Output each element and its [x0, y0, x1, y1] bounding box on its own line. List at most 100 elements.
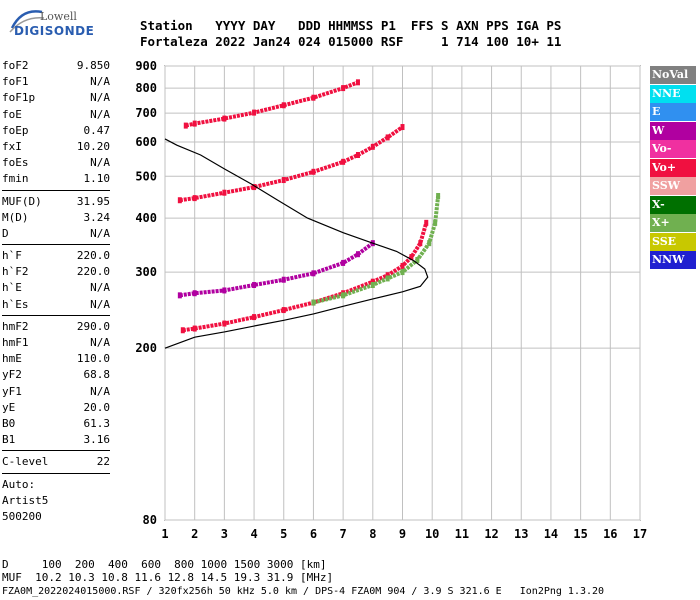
echo-point	[222, 115, 227, 122]
legend-item: W	[650, 121, 696, 140]
logo-text-digisonde: DIGISONDE	[14, 24, 95, 38]
parameter-panel: foF2 9.850 foF1 N/A foF1p N/A foE N/A foEp 0.47 fx…	[2, 58, 110, 525]
legend: NoVal NNE E W Vo- Vo+ SSW X- X+ SSE NNW	[650, 66, 696, 270]
param-label: foE	[2, 107, 22, 121]
x-tick-label: 13	[514, 527, 528, 541]
echo-point	[355, 151, 360, 158]
echo-point	[177, 292, 182, 299]
x-tick-label: 16	[603, 527, 617, 541]
param-label: D	[2, 226, 9, 240]
auto-scaling-line: Artist5	[2, 493, 49, 507]
echo-point	[281, 276, 286, 283]
echo-point	[341, 259, 346, 266]
param-value: 68.8	[83, 368, 111, 382]
echo-point	[311, 168, 316, 175]
auto-scaling-line: Auto:	[2, 477, 36, 491]
legend-item: NoVal	[650, 66, 696, 84]
param-value: 9.850	[76, 59, 110, 72]
legend-item: SSW	[650, 177, 696, 195]
legend-item: SSE	[650, 232, 696, 251]
echo-point	[252, 109, 257, 116]
param-row: hmE 110.0	[2, 351, 110, 367]
param-value: N/A	[90, 336, 110, 349]
echo-point	[222, 320, 227, 327]
param-row: B0 61.3	[2, 416, 110, 432]
param-label: hmF1	[2, 336, 29, 349]
param-label: fmin	[2, 172, 29, 186]
x-tick-label: 10	[425, 527, 439, 541]
param-value: 220.0	[76, 265, 110, 279]
echo-point	[418, 240, 423, 247]
y-tick-label: 400	[135, 211, 157, 225]
param-row: h`F 220.0	[2, 248, 110, 264]
echo-point	[192, 325, 197, 332]
param-label: foF1	[2, 75, 29, 89]
param-row: h`E N/A	[2, 280, 110, 296]
echo-point	[281, 307, 286, 314]
param-label: foF2	[2, 59, 29, 72]
echo-point	[400, 124, 405, 131]
echo-point	[341, 158, 346, 165]
panel-separator	[2, 244, 110, 246]
logo-swoosh-icon	[9, 10, 45, 33]
echo-point	[370, 278, 375, 285]
param-label: yF2	[2, 368, 22, 382]
x-tick-label: 7	[340, 527, 347, 541]
param-value: 3.16	[83, 433, 111, 447]
lowell-digisonde-logo: Lowell DIGISONDE	[8, 6, 94, 46]
param-row: hmF1 N/A	[2, 335, 110, 351]
echo-point	[433, 219, 438, 226]
param-label: h`E	[2, 281, 22, 295]
x-tick-label: 2	[191, 527, 198, 541]
legend-item: Vo-	[650, 140, 696, 158]
param-label: C-level	[2, 455, 49, 469]
echo-point	[400, 269, 405, 276]
param-row: B1 3.16	[2, 432, 110, 448]
y-tick-label: 200	[135, 341, 157, 355]
param-label: fxI	[2, 139, 22, 153]
legend-item: Vo+	[650, 158, 696, 177]
echo-point	[385, 272, 390, 279]
param-value: N/A	[90, 156, 110, 170]
param-value: 3.24	[83, 210, 111, 224]
param-label: foEs	[2, 156, 29, 170]
param-row: foEs N/A	[2, 155, 110, 171]
echo-point	[436, 193, 441, 200]
param-row: yF2 68.8	[2, 367, 110, 383]
x-tick-label: 3	[221, 527, 228, 541]
legend-item: E	[650, 103, 696, 121]
echo-point	[252, 282, 257, 289]
param-label: foF1p	[2, 91, 36, 105]
param-label: M(D)	[2, 210, 29, 224]
density-profile-line	[164, 138, 429, 349]
x-tick-label: 17	[633, 527, 647, 541]
param-label: yE	[2, 400, 16, 414]
legend-item: X+	[650, 214, 696, 232]
param-value: N/A	[90, 107, 110, 121]
echo-point	[183, 122, 188, 129]
echo-point	[281, 177, 286, 184]
param-row: fmin 1.10	[2, 171, 110, 187]
footer-file-info: FZA0M_2022024015000.RSF / 320fx256h 50 k…	[2, 586, 605, 597]
param-row: D N/A	[2, 226, 110, 242]
param-row: h`Es N/A	[2, 297, 110, 313]
panel-separator	[2, 450, 110, 452]
echo-point	[252, 314, 257, 321]
echo-point	[222, 189, 227, 196]
echo-point	[355, 79, 360, 86]
legend-item: NNW	[650, 251, 696, 269]
header-values: Fortaleza 2022 Jan24 024 015000 RSF 1 71…	[140, 34, 562, 49]
param-label: B1	[2, 433, 16, 447]
param-row: MUF(D) 31.95	[2, 194, 110, 210]
echo-point	[281, 102, 286, 109]
echo-point	[341, 85, 346, 92]
y-tick-label: 600	[135, 135, 157, 149]
param-row: fxI 10.20	[2, 139, 110, 155]
x-tick-label: 11	[455, 527, 469, 541]
param-value: N/A	[90, 75, 110, 89]
param-value: 0.47	[83, 123, 111, 137]
echo-point	[370, 143, 375, 150]
echo-point	[385, 134, 390, 141]
param-row: foF1p N/A	[2, 90, 110, 106]
